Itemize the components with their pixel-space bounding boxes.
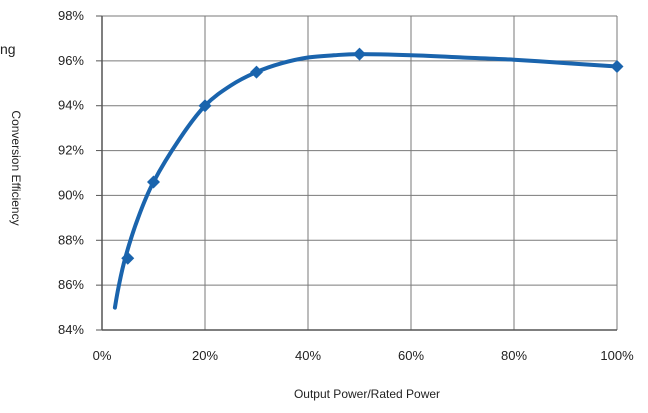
data-point-marker — [121, 251, 135, 265]
data-point-marker — [353, 47, 366, 61]
y-tick-label: 92% — [58, 143, 84, 158]
x-tick-label: 60% — [398, 348, 424, 363]
grid-layer — [101, 15, 618, 331]
series-line — [112, 52, 619, 310]
cut-off-label: ng — [0, 41, 16, 57]
x-tick-label: 40% — [295, 348, 321, 363]
y-tick-label: 98% — [58, 8, 84, 23]
x-tick-label: 0% — [93, 348, 112, 363]
series-layer — [112, 47, 624, 310]
axis-layer — [96, 15, 617, 331]
data-point-marker — [610, 59, 624, 73]
y-tick-label: 88% — [58, 232, 84, 247]
y-tick-label: 90% — [58, 187, 84, 202]
y-tick-label: 96% — [58, 53, 84, 68]
tick-label-layer: 84% 86% 88% 90% 92% 94% 96% 98% 0% 20% 40% 60% 80% 10… — [58, 8, 634, 363]
y-tick-label: 86% — [58, 277, 84, 292]
y-tick-label: 94% — [58, 98, 84, 113]
data-point-marker — [250, 65, 263, 79]
x-tick-label: 80% — [501, 348, 527, 363]
data-point-marker — [198, 99, 212, 113]
data-point-marker — [147, 175, 160, 189]
x-axis-title: Output Power/Rated Power — [294, 387, 440, 401]
x-tick-label: 100% — [600, 348, 634, 363]
y-axis-title: Conversion Efficiency — [9, 110, 23, 225]
x-tick-label: 20% — [192, 348, 218, 363]
y-tick-label: 84% — [58, 322, 84, 337]
